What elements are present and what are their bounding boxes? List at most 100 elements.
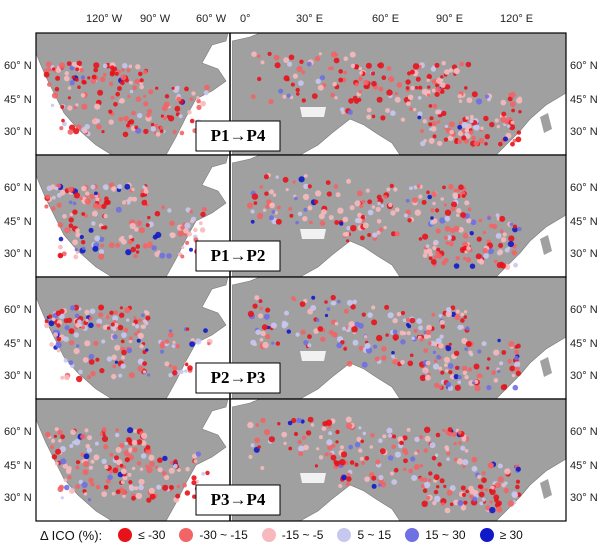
station-dot — [425, 329, 432, 336]
station-dot — [458, 184, 464, 190]
station-dot — [414, 436, 420, 443]
station-dot — [517, 226, 522, 232]
station-dot — [51, 317, 56, 322]
station-dot — [391, 231, 396, 237]
ea-dots — [247, 173, 522, 270]
station-dot — [326, 191, 332, 197]
station-dot — [171, 344, 176, 349]
station-dot — [386, 427, 393, 434]
legend-label: 15 ~ 30 — [425, 528, 466, 542]
station-dot — [498, 243, 504, 248]
station-dot — [297, 211, 303, 217]
station-dot — [110, 325, 116, 330]
station-dot — [64, 325, 70, 331]
station-dot — [54, 461, 59, 466]
station-dot — [465, 61, 472, 68]
station-dot — [481, 477, 487, 483]
station-dot — [496, 500, 502, 507]
station-dot — [511, 108, 515, 113]
station-dot — [349, 460, 355, 465]
station-dot — [430, 216, 434, 220]
station-dot — [147, 215, 151, 220]
station-dot — [55, 67, 61, 73]
station-dot — [457, 375, 462, 380]
station-dot — [358, 426, 362, 430]
station-dot — [480, 126, 484, 131]
station-dot — [148, 487, 155, 494]
station-dot — [307, 334, 312, 339]
na-lon-tick: 60° W — [196, 13, 227, 25]
station-dot — [422, 367, 429, 374]
lat-ticks-panel-4: 60° N 45° N 30° N 60° N 45° N 30° N — [4, 426, 598, 504]
station-dot — [416, 318, 423, 325]
station-dot — [468, 130, 474, 135]
station-dot — [82, 128, 88, 134]
station-dot — [352, 339, 359, 346]
station-dot — [426, 495, 431, 500]
station-dot — [431, 218, 438, 224]
station-dot — [145, 348, 149, 352]
station-dot — [205, 470, 210, 476]
station-dot — [406, 331, 411, 336]
station-dot — [393, 467, 399, 473]
station-dot — [247, 421, 254, 429]
station-dot — [429, 127, 433, 131]
station-dot — [105, 199, 111, 205]
station-dot — [309, 220, 313, 225]
station-dot — [371, 71, 375, 76]
station-dot — [71, 61, 77, 67]
station-dot — [51, 454, 58, 460]
station-dot — [81, 325, 86, 330]
station-dot — [422, 119, 427, 124]
station-dot — [396, 82, 403, 88]
station-dot — [432, 500, 437, 506]
station-dot — [108, 119, 114, 125]
station-dot — [303, 207, 308, 212]
station-dot — [51, 206, 56, 211]
station-dot — [247, 310, 254, 317]
station-dot — [450, 311, 457, 317]
station-dot — [378, 475, 384, 481]
station-dot — [333, 184, 339, 189]
station-dot — [318, 455, 324, 460]
lat-tick: 45° N — [4, 216, 32, 228]
station-dot — [133, 332, 138, 336]
station-dot — [499, 261, 504, 266]
station-dot — [298, 80, 304, 86]
station-dot — [159, 126, 164, 130]
station-dot — [457, 94, 462, 99]
ea-dots — [247, 294, 522, 392]
station-dot — [405, 198, 410, 203]
station-dot — [464, 86, 468, 90]
station-dot — [69, 65, 75, 71]
station-dot — [132, 85, 138, 91]
station-dot — [346, 472, 351, 477]
station-dot — [108, 81, 114, 87]
station-dot — [444, 225, 451, 232]
station-dot — [436, 120, 441, 124]
station-dot — [183, 228, 189, 234]
station-dot — [339, 459, 346, 466]
station-dot — [448, 184, 454, 190]
station-dot — [192, 453, 198, 459]
station-dot — [200, 100, 207, 107]
station-dot — [88, 359, 95, 365]
station-dot — [177, 230, 184, 237]
station-dot — [101, 435, 109, 442]
station-dot — [512, 138, 517, 143]
station-dot — [73, 254, 79, 260]
station-dot — [455, 428, 459, 433]
station-dot — [466, 97, 473, 104]
station-dot — [136, 439, 143, 445]
station-dot — [96, 318, 103, 325]
station-dot — [461, 121, 468, 129]
station-dot — [422, 233, 429, 240]
station-dot — [427, 334, 431, 339]
station-dot — [303, 340, 309, 346]
station-dot — [203, 90, 209, 96]
station-dot — [120, 339, 125, 344]
lat-tick: 45° N — [570, 94, 598, 106]
station-dot — [479, 501, 484, 506]
station-dot — [168, 364, 173, 368]
station-dot — [342, 326, 347, 331]
